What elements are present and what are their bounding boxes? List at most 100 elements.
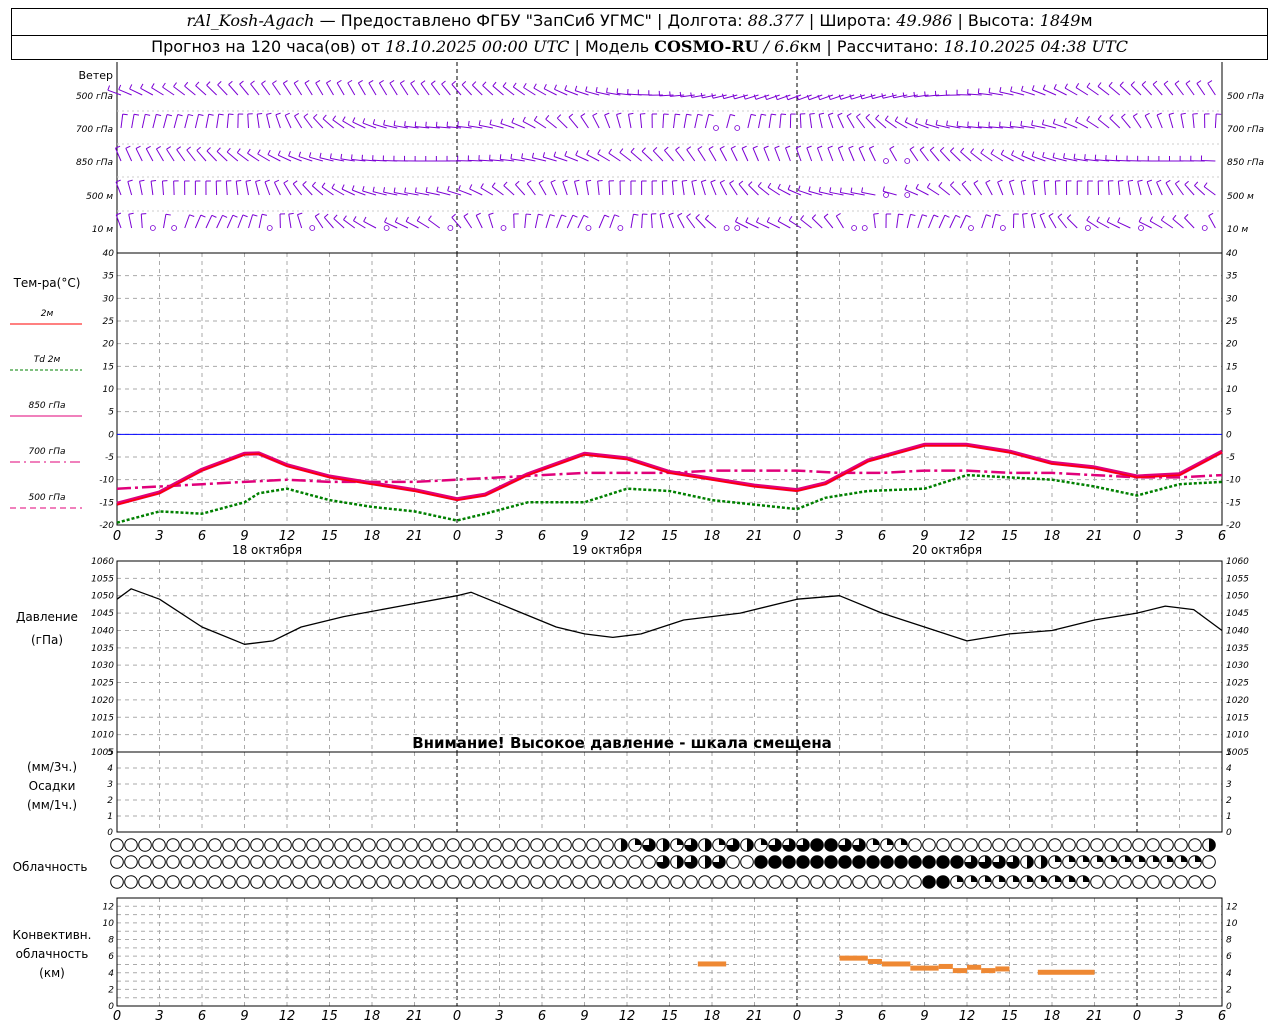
hour-tick-label: 9 (240, 1009, 248, 1024)
wind-barb-feather (297, 212, 303, 216)
cloud-cover-symbol (922, 855, 936, 869)
wind-barb-feather (766, 217, 770, 223)
wind-barb-feather (777, 216, 781, 222)
pressure-panel: 1005 1005 1010 1010 1015 1015 1020 1020 1025 1025… (16, 557, 1249, 758)
wind-barb (120, 114, 124, 129)
wind-barb-feather (1021, 179, 1027, 182)
cloud-cover-symbol (418, 875, 432, 889)
wind-barb (216, 114, 220, 129)
cloud-cover-symbol (1174, 838, 1188, 852)
wind-barb-feather (321, 182, 326, 188)
wind-level-label-right: 700 гПа (1227, 125, 1264, 135)
wind-barb (118, 89, 132, 96)
wind-barb-feather (818, 186, 821, 192)
cloud-cover-fill (663, 838, 670, 852)
wind-barb-feather (904, 184, 908, 190)
temp-legend-label: 500 гПа (28, 493, 65, 503)
wind-barb-feather (950, 181, 955, 186)
pressure-unit: (гПа) (31, 633, 63, 647)
cloud-cover-symbol (418, 855, 432, 869)
cloud-cover-fill (1013, 875, 1020, 882)
wind-barb-feather (870, 93, 873, 99)
hour-tick-label: 18 (1044, 1009, 1061, 1024)
wind-barb-feather (865, 113, 870, 119)
cloud-cover-fill (1181, 855, 1188, 862)
wind-barb-feather (457, 121, 459, 127)
wind-barb-feather (915, 183, 919, 189)
cloud-cover-symbol (628, 855, 642, 869)
cloud-cover-symbol (264, 838, 278, 852)
wind-barb-feather (1011, 150, 1015, 156)
cloud-cover-fill (1139, 855, 1146, 862)
precip-unit-3h: (мм/3ч.) (27, 760, 77, 774)
wind-barb-feather (752, 145, 758, 149)
wind-barb (889, 148, 898, 162)
temp-axis-tick-left: 15 (103, 362, 115, 372)
precip-unit-1h: (мм/1ч.) (27, 798, 77, 812)
wind-barb (173, 86, 186, 96)
wind-barb-feather (630, 147, 635, 153)
wind-barb (115, 181, 122, 196)
wind-barb-feather (217, 81, 222, 86)
cloud-cover-symbol (348, 855, 362, 869)
wind-barb (373, 123, 387, 129)
cloud-cover-fill (1041, 855, 1048, 869)
wind-barb (1130, 84, 1142, 96)
cloud-cover-fill (957, 875, 964, 882)
wind-barb (205, 215, 213, 229)
wind-barb-feather (162, 82, 166, 88)
cloud-cover-symbol (754, 875, 768, 889)
wind-barb (915, 188, 929, 196)
cloud-cover-symbol (950, 838, 964, 852)
wind-barb-feather (1042, 152, 1045, 158)
wind-barb-feather (811, 214, 817, 219)
wind-barb-feather (469, 184, 473, 190)
wind-barb-feather (1160, 215, 1165, 221)
wind-barb-feather (451, 213, 456, 218)
pressure-axis-tick-right: 1040 (1226, 626, 1249, 636)
cloud-cover-symbol (796, 855, 810, 869)
conv-axis-tick-right: 2 (1226, 985, 1232, 995)
wind-barb (228, 84, 239, 96)
wind-barb (949, 215, 957, 229)
conv-cloud-bar (952, 968, 967, 974)
cloud-cover-symbol (208, 838, 222, 852)
wind-barb-feather (597, 149, 601, 155)
cloud-cover-fill (656, 855, 670, 869)
cloud-cover-symbol (838, 855, 852, 869)
wind-barb (840, 94, 855, 100)
wind-calm-mark (309, 225, 316, 231)
wind-barb (384, 221, 398, 229)
wind-barb (577, 215, 585, 229)
wind-barb (235, 181, 239, 196)
pressure-axis-tick-left: 1060 (91, 557, 114, 567)
wind-barb (938, 215, 946, 229)
wind-barb-feather (115, 179, 121, 183)
series-t-2m (116, 444, 1223, 506)
wind-barb-feather (404, 187, 407, 193)
wind-barb (458, 189, 472, 196)
wind-barb (545, 214, 551, 229)
wind-barb-feather (1137, 179, 1143, 182)
cloud-cover-symbol (1174, 875, 1188, 889)
wind-barb (330, 157, 345, 162)
wind-barb (919, 149, 929, 162)
cloud-cover-symbol (516, 838, 530, 852)
wind-barb-feather (988, 87, 991, 93)
wind-barb (904, 94, 918, 98)
wind-barb-feather (1097, 115, 1102, 120)
wind-barb (150, 181, 154, 196)
cloud-cover-symbol (824, 838, 838, 852)
cloud-cover-fill (964, 855, 978, 869)
wind-barb (247, 113, 249, 129)
wind-barb (451, 217, 462, 229)
wind-barb-feather (521, 153, 524, 159)
wind-barb-feather (1147, 179, 1153, 183)
temp-legend-label: 700 гПа (28, 447, 65, 457)
wind-barb-feather (1063, 153, 1066, 159)
pressure-axis-tick-left: 1020 (91, 696, 114, 706)
latitude-value: 49.986 (896, 11, 953, 30)
wind-barb-feather (1106, 217, 1110, 222)
wind-barb (554, 88, 568, 96)
wind-barb-feather (399, 80, 405, 84)
